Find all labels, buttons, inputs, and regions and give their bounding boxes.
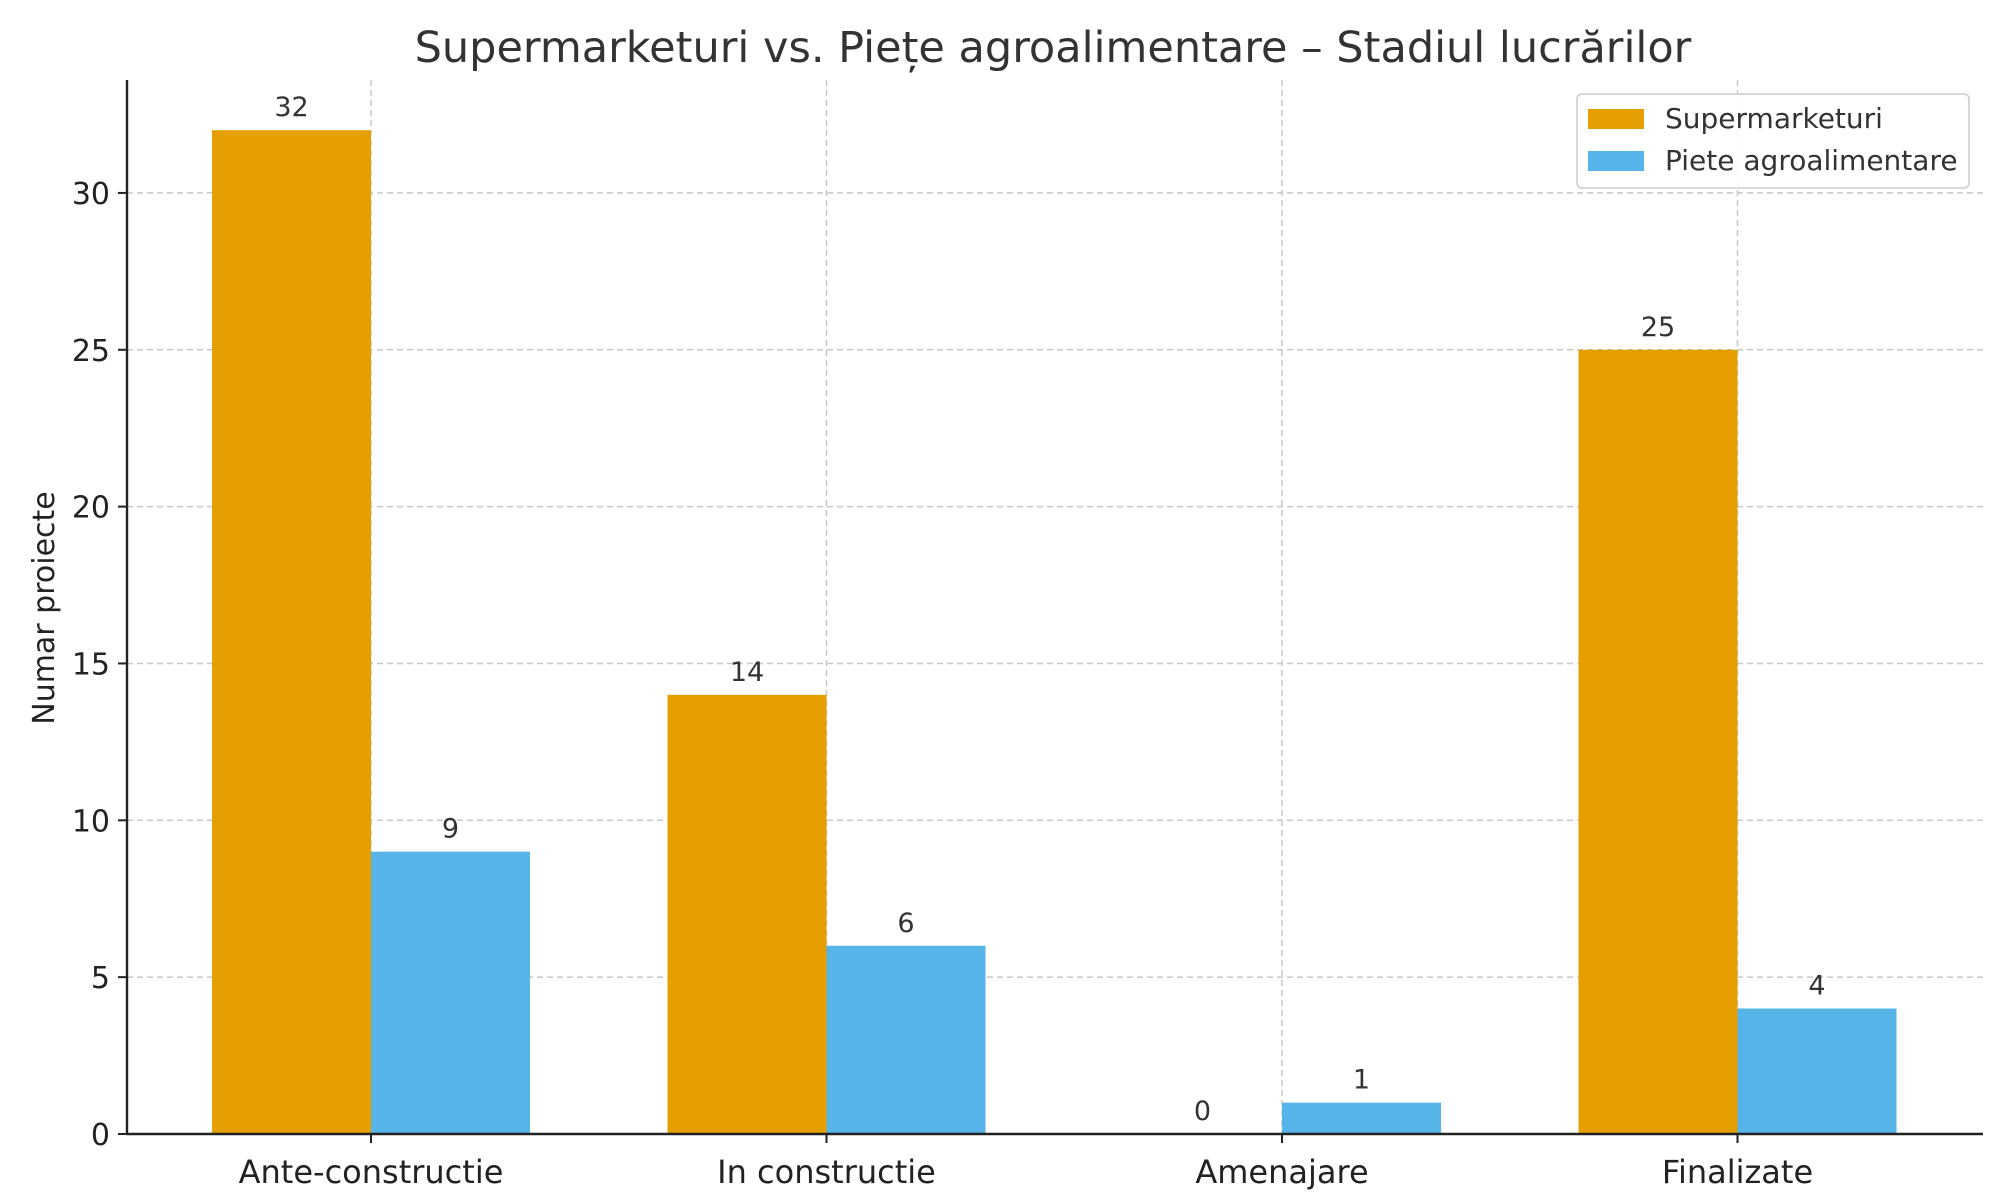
y-tick-label: 30 xyxy=(72,177,110,212)
bar-piete-agroalimentare xyxy=(826,945,986,1134)
legend: Supermarketuri Piete agroalimentare xyxy=(1576,93,1970,189)
data-label: 25 xyxy=(1641,312,1675,343)
x-tick-label: In constructie xyxy=(717,1153,936,1191)
y-tick-label: 25 xyxy=(72,334,110,369)
y-tick-label: 10 xyxy=(72,804,110,839)
y-axis-label: Numar proiecte xyxy=(27,491,62,725)
data-label: 6 xyxy=(897,908,914,939)
bar-supermarketuri xyxy=(212,130,371,1134)
data-label: 9 xyxy=(442,814,459,845)
y-tick-label: 20 xyxy=(72,491,110,526)
bar-piete-agroalimentare xyxy=(1282,1102,1441,1134)
x-tick-label: Finalizate xyxy=(1662,1153,1813,1191)
bars xyxy=(212,130,1897,1134)
legend-swatch xyxy=(1588,151,1644,171)
bar-piete-agroalimentare xyxy=(1737,1008,1897,1134)
bar-supermarketuri xyxy=(667,694,827,1134)
data-label: 32 xyxy=(274,92,308,123)
data-label: 4 xyxy=(1808,971,1825,1002)
legend-label: Piete agroalimentare xyxy=(1665,144,1958,177)
y-tick-label: 5 xyxy=(91,961,110,996)
data-label: 0 xyxy=(1194,1096,1211,1127)
bar-supermarketuri xyxy=(1578,349,1738,1134)
y-tick-label: 15 xyxy=(72,647,110,682)
legend-swatch xyxy=(1588,109,1644,129)
y-tick-label: 0 xyxy=(91,1118,110,1153)
x-tick-label: Amenajare xyxy=(1195,1153,1368,1191)
data-label: 1 xyxy=(1353,1065,1370,1096)
x-tick-label: Ante-constructie xyxy=(239,1153,504,1191)
legend-box xyxy=(1576,93,1970,189)
chart-title: Supermarketuri vs. Piețe agroalimentare … xyxy=(415,23,1692,73)
data-label: 14 xyxy=(730,657,764,688)
legend-label: Supermarketuri xyxy=(1665,102,1883,135)
bar-piete-agroalimentare xyxy=(371,851,530,1134)
